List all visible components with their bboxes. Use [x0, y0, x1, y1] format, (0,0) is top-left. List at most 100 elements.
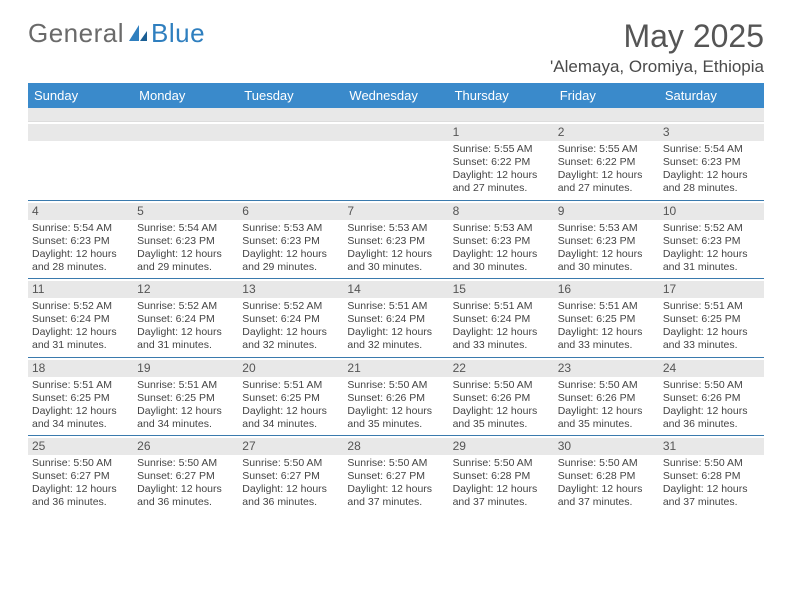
sunrise-line: Sunrise: 5:54 AM [663, 143, 760, 156]
day-cell [133, 122, 238, 200]
day-cell [28, 122, 133, 200]
sunrise-line: Sunrise: 5:50 AM [453, 457, 550, 470]
day-cell: 1Sunrise: 5:55 AMSunset: 6:22 PMDaylight… [449, 122, 554, 200]
week-row: 1Sunrise: 5:55 AMSunset: 6:22 PMDaylight… [28, 122, 764, 201]
sunset-line: Sunset: 6:23 PM [663, 156, 760, 169]
day-number [28, 124, 133, 141]
sunrise-line: Sunrise: 5:50 AM [242, 457, 339, 470]
day-cell: 23Sunrise: 5:50 AMSunset: 6:26 PMDayligh… [554, 358, 659, 436]
sunrise-line: Sunrise: 5:53 AM [453, 222, 550, 235]
daylight-line: Daylight: 12 hours and 34 minutes. [137, 405, 234, 431]
day-number: 1 [449, 124, 554, 141]
weekday-col: Sunday [28, 83, 133, 108]
sunset-line: Sunset: 6:25 PM [558, 313, 655, 326]
day-cell: 5Sunrise: 5:54 AMSunset: 6:23 PMDaylight… [133, 201, 238, 279]
day-cell: 21Sunrise: 5:50 AMSunset: 6:26 PMDayligh… [343, 358, 448, 436]
sunrise-line: Sunrise: 5:54 AM [137, 222, 234, 235]
day-cell: 12Sunrise: 5:52 AMSunset: 6:24 PMDayligh… [133, 279, 238, 357]
day-cell: 9Sunrise: 5:53 AMSunset: 6:23 PMDaylight… [554, 201, 659, 279]
sunset-line: Sunset: 6:23 PM [453, 235, 550, 248]
weekday-col: Friday [554, 83, 659, 108]
day-number: 8 [449, 203, 554, 220]
daylight-line: Daylight: 12 hours and 31 minutes. [137, 326, 234, 352]
daylight-line: Daylight: 12 hours and 35 minutes. [453, 405, 550, 431]
sunset-line: Sunset: 6:24 PM [347, 313, 444, 326]
day-number: 30 [554, 438, 659, 455]
day-number: 28 [343, 438, 448, 455]
sunset-line: Sunset: 6:27 PM [347, 470, 444, 483]
daylight-line: Daylight: 12 hours and 32 minutes. [347, 326, 444, 352]
sunrise-line: Sunrise: 5:50 AM [32, 457, 129, 470]
weekday-col: Wednesday [343, 83, 448, 108]
day-number: 18 [28, 360, 133, 377]
day-number: 17 [659, 281, 764, 298]
day-cell: 8 Sunrise: 5:53 AMSunset: 6:23 PMDaylight… [449, 201, 554, 279]
sunrise-line: Sunrise: 5:55 AM [558, 143, 655, 156]
day-number: 22 [449, 360, 554, 377]
day-cell [343, 122, 448, 200]
logo: General Blue [28, 18, 205, 49]
week-row: 18Sunrise: 5:51 AMSunset: 6:25 PMDayligh… [28, 358, 764, 437]
week-row: 25Sunrise: 5:50 AMSunset: 6:27 PMDayligh… [28, 436, 764, 514]
daylight-line: Daylight: 12 hours and 35 minutes. [558, 405, 655, 431]
sunset-line: Sunset: 6:25 PM [32, 392, 129, 405]
sunset-line: Sunset: 6:23 PM [347, 235, 444, 248]
daylight-line: Daylight: 12 hours and 33 minutes. [453, 326, 550, 352]
day-number: 10 [659, 203, 764, 220]
sunrise-line: Sunrise: 5:50 AM [558, 379, 655, 392]
sunrise-line: Sunrise: 5:53 AM [558, 222, 655, 235]
sunset-line: Sunset: 6:26 PM [347, 392, 444, 405]
sunrise-line: Sunrise: 5:50 AM [347, 379, 444, 392]
day-cell: 31Sunrise: 5:50 AMSunset: 6:28 PMDayligh… [659, 436, 764, 514]
sunrise-line: Sunrise: 5:52 AM [32, 300, 129, 313]
calendar: Sunday Monday Tuesday Wednesday Thursday… [28, 83, 764, 514]
daylight-line: Daylight: 12 hours and 36 minutes. [32, 483, 129, 509]
sunrise-line: Sunrise: 5:51 AM [347, 300, 444, 313]
sunrise-line: Sunrise: 5:52 AM [137, 300, 234, 313]
sunset-line: Sunset: 6:24 PM [32, 313, 129, 326]
daylight-line: Daylight: 12 hours and 28 minutes. [663, 169, 760, 195]
day-cell: 6Sunrise: 5:53 AMSunset: 6:23 PMDaylight… [238, 201, 343, 279]
daylight-line: Daylight: 12 hours and 36 minutes. [663, 405, 760, 431]
sunset-line: Sunset: 6:28 PM [453, 470, 550, 483]
daylight-line: Daylight: 12 hours and 28 minutes. [32, 248, 129, 274]
day-number: 27 [238, 438, 343, 455]
day-cell: 22Sunrise: 5:50 AMSunset: 6:26 PMDayligh… [449, 358, 554, 436]
daylight-line: Daylight: 12 hours and 30 minutes. [453, 248, 550, 274]
daylight-line: Daylight: 12 hours and 31 minutes. [663, 248, 760, 274]
daylight-line: Daylight: 12 hours and 36 minutes. [242, 483, 339, 509]
sunrise-line: Sunrise: 5:51 AM [558, 300, 655, 313]
daylight-line: Daylight: 12 hours and 37 minutes. [453, 483, 550, 509]
weekday-col: Tuesday [238, 83, 343, 108]
sunset-line: Sunset: 6:27 PM [137, 470, 234, 483]
sunset-line: Sunset: 6:23 PM [558, 235, 655, 248]
day-number: 13 [238, 281, 343, 298]
sunrise-line: Sunrise: 5:50 AM [347, 457, 444, 470]
day-cell: 19Sunrise: 5:51 AMSunset: 6:25 PMDayligh… [133, 358, 238, 436]
day-number: 7 [343, 203, 448, 220]
day-number: 11 [28, 281, 133, 298]
subheader-strip [28, 108, 764, 122]
sunrise-line: Sunrise: 5:50 AM [558, 457, 655, 470]
sunrise-line: Sunrise: 5:53 AM [242, 222, 339, 235]
sunrise-line: Sunrise: 5:50 AM [663, 379, 760, 392]
day-number: 9 [554, 203, 659, 220]
sunrise-line: Sunrise: 5:50 AM [137, 457, 234, 470]
sunset-line: Sunset: 6:24 PM [453, 313, 550, 326]
day-cell: 20Sunrise: 5:51 AMSunset: 6:25 PMDayligh… [238, 358, 343, 436]
sunrise-line: Sunrise: 5:52 AM [663, 222, 760, 235]
sunset-line: Sunset: 6:28 PM [663, 470, 760, 483]
day-cell: 29Sunrise: 5:50 AMSunset: 6:28 PMDayligh… [449, 436, 554, 514]
day-number: 14 [343, 281, 448, 298]
day-cell: 7Sunrise: 5:53 AMSunset: 6:23 PMDaylight… [343, 201, 448, 279]
day-number [133, 124, 238, 141]
daylight-line: Daylight: 12 hours and 33 minutes. [663, 326, 760, 352]
day-cell: 4Sunrise: 5:54 AMSunset: 6:23 PMDaylight… [28, 201, 133, 279]
sunset-line: Sunset: 6:27 PM [32, 470, 129, 483]
sunset-line: Sunset: 6:26 PM [663, 392, 760, 405]
sunset-line: Sunset: 6:27 PM [242, 470, 339, 483]
daylight-line: Daylight: 12 hours and 37 minutes. [663, 483, 760, 509]
weekday-header: Sunday Monday Tuesday Wednesday Thursday… [28, 83, 764, 108]
sunset-line: Sunset: 6:28 PM [558, 470, 655, 483]
day-number: 23 [554, 360, 659, 377]
